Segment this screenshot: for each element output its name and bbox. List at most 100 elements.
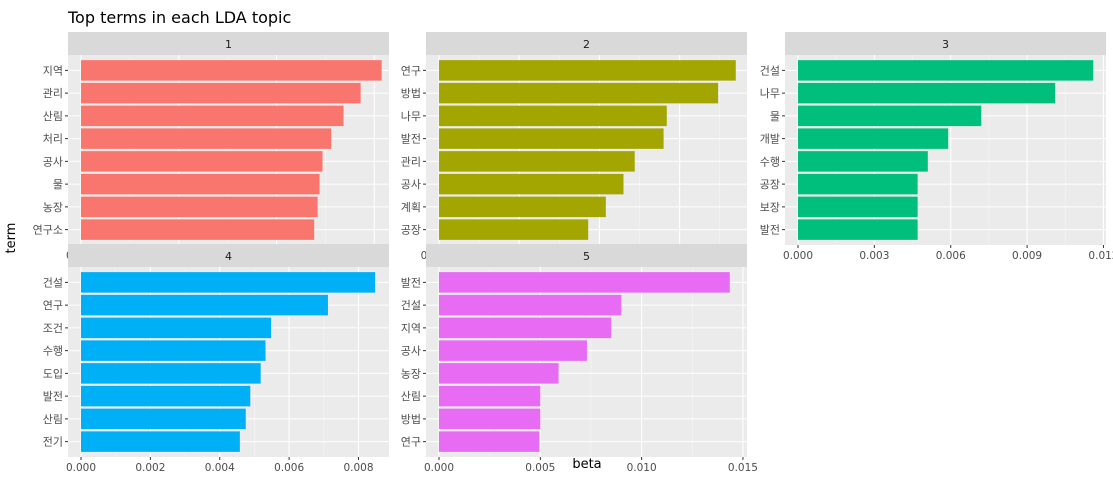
x-tick-label: 0.004: [205, 462, 235, 474]
facet-strip-label: 2: [583, 38, 590, 51]
bar-공사: [439, 340, 587, 361]
y-tick-label: 방법: [401, 87, 421, 100]
y-tick-label: 지역: [43, 64, 63, 77]
y-tick-label: 공사: [43, 155, 63, 168]
x-tick-label: 0.000: [424, 462, 454, 474]
bar-지역: [439, 317, 612, 339]
bar-건설: [81, 272, 376, 293]
bar-건설: [798, 60, 1094, 81]
bar-보장: [798, 196, 918, 218]
bar-발전: [81, 385, 251, 407]
bar-연구: [439, 60, 736, 81]
y-tick-label: 공사: [401, 178, 421, 191]
bar-방법: [439, 82, 719, 104]
bar-조건: [81, 317, 272, 339]
y-tick-label: 공장: [760, 178, 780, 191]
y-tick-label: 보장: [760, 201, 780, 214]
y-tick-label: 발전: [401, 276, 421, 289]
bar-연구: [81, 294, 328, 316]
facet-strip: [426, 244, 747, 267]
y-tick-label: 연구: [43, 299, 63, 312]
bar-나무: [439, 105, 667, 127]
bar-계획: [439, 196, 606, 218]
y-tick-label: 농장: [401, 367, 421, 380]
x-tick-label: 0.005: [525, 462, 555, 474]
facet-panel-3: 3 0.000 0.003 0.006 0.009 0.012 건설나무물개발수행공장보장발…: [760, 32, 1113, 262]
bar-발전: [439, 128, 664, 149]
bar-처리: [81, 128, 332, 149]
y-tick-label: 건설: [401, 299, 421, 312]
x-tick-label: 0.010: [627, 462, 657, 474]
bar-개발: [798, 128, 949, 149]
bar-관리: [81, 82, 361, 104]
bar-공사: [81, 151, 323, 172]
y-tick-label: 관리: [43, 87, 63, 100]
y-tick-label: 수행: [760, 155, 780, 168]
y-tick-label: 전기: [43, 436, 63, 449]
bar-관리: [439, 151, 635, 172]
y-tick-label: 조건: [43, 322, 63, 335]
y-tick-label: 도입: [43, 367, 63, 380]
bar-수행: [798, 151, 928, 172]
bar-산림: [439, 385, 541, 407]
x-tick-label: 0.003: [859, 250, 889, 262]
bar-산림: [81, 105, 344, 127]
facet-panels: 10.0000.0020.0040.006지역관리산림처리공사물농장연구소20.…: [33, 32, 1113, 474]
bar-물: [798, 105, 982, 127]
y-tick-label: 산림: [43, 110, 63, 123]
bar-농장: [439, 363, 559, 384]
facet-strip-label: 4: [225, 250, 232, 263]
chart-title: Top terms in each LDA topic: [67, 8, 291, 27]
x-tick-label: 0.000: [66, 462, 96, 474]
bar-건설: [439, 294, 622, 316]
y-tick-label: 계획: [401, 201, 421, 214]
bar-연구소: [81, 219, 315, 240]
y-tick-label: 발전: [760, 224, 780, 237]
bar-연구: [439, 431, 540, 452]
facet-strip: [68, 244, 389, 267]
y-tick-label: 건설: [43, 276, 63, 289]
y-tick-label: 물: [770, 110, 780, 123]
y-tick-label: 공사: [401, 345, 421, 358]
bar-공사: [439, 173, 624, 195]
facet-panel-2: 20.00000.00250.00500.0075연구방법나무발전관리공사계획공…: [401, 32, 747, 262]
y-tick-label: 수행: [43, 345, 63, 358]
y-tick-label: 관리: [401, 155, 421, 168]
y-axis-label: term: [4, 223, 19, 254]
bar-물: [81, 173, 320, 195]
bar-공장: [798, 173, 918, 195]
x-tick-label: 0.012: [1088, 250, 1113, 262]
x-tick-label: 0.009: [1012, 250, 1042, 262]
x-tick-label: 0.000: [783, 250, 813, 262]
y-tick-label: 발전: [401, 133, 421, 146]
x-axis-label: beta: [572, 457, 601, 472]
y-tick-label: 방법: [401, 413, 421, 426]
y-tick-label: 처리: [43, 133, 63, 146]
x-tick-label: 0.006: [274, 462, 304, 474]
facet-strip: [426, 32, 747, 55]
y-tick-label: 물: [53, 178, 63, 191]
bar-농장: [81, 196, 318, 218]
bar-발전: [798, 219, 918, 240]
x-tick-label: 0.006: [936, 250, 966, 262]
y-tick-label: 발전: [43, 390, 63, 403]
x-tick-label: 0.002: [135, 462, 165, 474]
y-tick-label: 나무: [760, 87, 780, 100]
bar-전기: [81, 431, 240, 452]
bar-방법: [439, 408, 541, 430]
y-tick-label: 공장: [401, 224, 421, 237]
facet-panel-4: 4 0.000 0.002 0.004 0.006 0.008 건설연구조건수행도입발전산림…: [43, 244, 389, 474]
bar-나무: [798, 82, 1056, 104]
facet-strip: [68, 32, 389, 55]
facet-strip-label: 5: [583, 250, 590, 263]
facet-strip-label: 1: [225, 38, 232, 51]
bar-산림: [81, 408, 246, 430]
y-tick-label: 산림: [401, 390, 421, 403]
bar-공장: [439, 219, 589, 240]
y-tick-label: 건설: [760, 64, 780, 77]
y-tick-label: 나무: [401, 110, 421, 123]
facet-strip-label: 3: [942, 38, 949, 51]
y-tick-label: 연구: [401, 64, 421, 77]
